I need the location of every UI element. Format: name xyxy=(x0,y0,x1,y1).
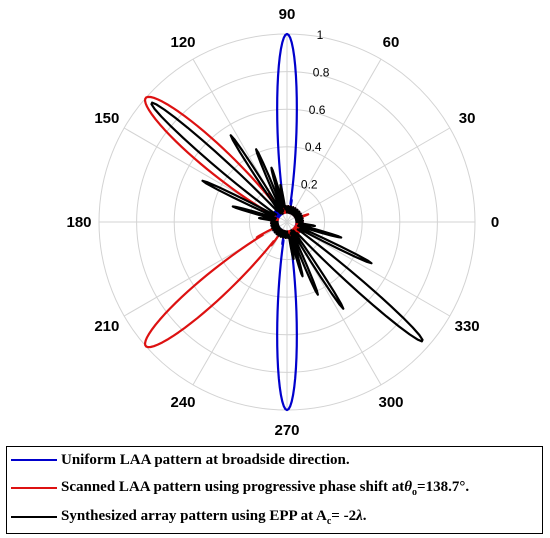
legend-item-uniform: Uniform LAA pattern at broadside directi… xyxy=(11,447,350,473)
angle-tick-label-330: 330 xyxy=(455,318,480,335)
radial-tick-label-3: 0.8 xyxy=(313,65,330,79)
angle-tick-label-60: 60 xyxy=(383,34,400,51)
radial-tick-label-0: 0.2 xyxy=(301,178,318,192)
legend-synth-sub: c xyxy=(326,515,332,527)
polar-labels: 0 30 60 90 120 150 180 210 240 270 300 330 0.2 0.4 0.6… xyxy=(66,6,499,439)
angle-tick-label-150: 150 xyxy=(94,110,119,127)
legend-scanned-text: Scanned LAA pattern using progressive ph… xyxy=(61,478,405,495)
angle-tick-label-240: 240 xyxy=(170,394,195,411)
legend-label-uniform: Uniform LAA pattern at broadside directi… xyxy=(61,451,350,468)
angle-tick-label-30: 30 xyxy=(459,110,476,127)
legend-scanned-angle: =138.7°. xyxy=(417,478,470,495)
angle-tick-label-300: 300 xyxy=(378,394,403,411)
angle-tick-label-0: 0 xyxy=(491,214,499,231)
legend-synth-lambda: λ xyxy=(356,507,363,524)
legend-scanned-theta: θ xyxy=(404,478,413,495)
legend-label-synthesized: Synthesized array pattern using EPP at A… xyxy=(61,508,367,527)
legend-scanned-sub: o xyxy=(412,486,418,498)
polar-chart: 0 30 60 90 120 150 180 210 240 270 300 330 0.2 0.4 0.6… xyxy=(66,6,499,439)
polar-grid xyxy=(98,33,476,411)
grid-spoke-2 xyxy=(286,58,382,223)
legend-label-scanned: Scanned LAA pattern using progressive ph… xyxy=(61,479,469,498)
angle-tick-label-270: 270 xyxy=(274,422,299,439)
angle-tick-label-180: 180 xyxy=(66,214,91,231)
legend-swatch-red xyxy=(11,487,57,489)
angle-tick-label-90: 90 xyxy=(279,6,296,23)
legend-swatch-blue xyxy=(11,459,57,461)
legend-synth-text: Synthesized array pattern using EPP at A xyxy=(61,507,327,524)
polar-series xyxy=(143,32,424,412)
legend-item-synthesized: Synthesized array pattern using EPP at A… xyxy=(11,504,367,530)
radial-tick-label-2: 0.6 xyxy=(309,103,326,117)
legend-synth-end: . xyxy=(362,507,367,524)
radial-tick-label-1: 0.4 xyxy=(305,140,322,154)
grid-spoke-1 xyxy=(286,127,451,223)
angle-tick-label-210: 210 xyxy=(94,318,119,335)
legend-swatch-black xyxy=(11,516,57,518)
legend: Uniform LAA pattern at broadside directi… xyxy=(6,446,543,534)
angle-tick-label-120: 120 xyxy=(170,34,195,51)
series-line-2 xyxy=(150,101,424,343)
grid-spoke-8 xyxy=(192,221,288,386)
legend-synth-value: = -2 xyxy=(331,507,357,524)
radial-tick-label-4: 1 xyxy=(317,28,324,42)
legend-item-scanned: Scanned LAA pattern using progressive ph… xyxy=(11,475,469,501)
